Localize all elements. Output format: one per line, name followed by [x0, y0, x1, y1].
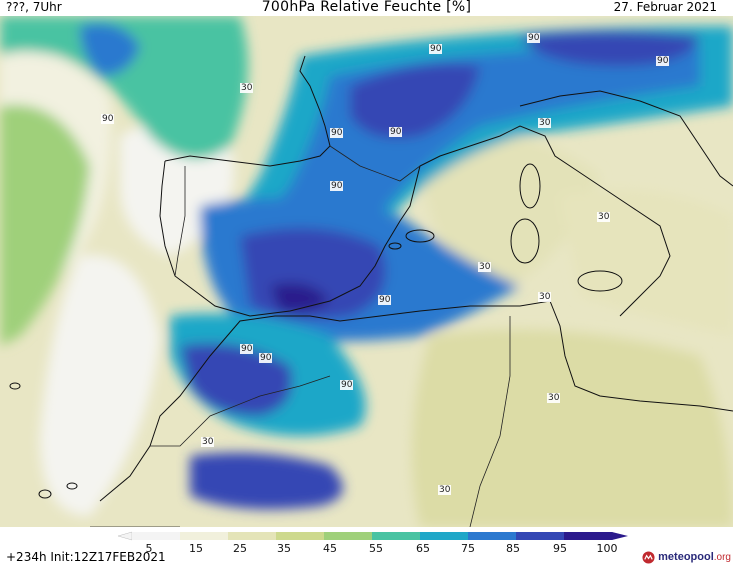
contour-label-30: 30 — [201, 437, 215, 447]
legend-swatch — [564, 532, 613, 540]
contour-label-30: 30 — [538, 292, 552, 302]
legend-swatch — [468, 532, 517, 540]
contour-label-90: 90 — [389, 127, 403, 137]
init-time-label: +234h Init:12Z17FEB2021 — [6, 550, 166, 564]
contour-label-30: 30 — [478, 262, 492, 272]
legend-swatch — [132, 532, 181, 540]
contour-label-90: 90 — [101, 114, 115, 124]
legend-swatch — [420, 532, 469, 540]
humidity-shading — [0, 16, 733, 527]
legend-tick-label: 75 — [461, 542, 475, 555]
footer-bar: 5 15 25 35 45 55 65 75 85 95 100 +234h I… — [0, 527, 733, 566]
legend-swatch — [324, 532, 373, 540]
humidity-map: 90 90 90 90 90 90 90 90 90 90 90 30 30 3… — [0, 16, 733, 527]
legend-swatch — [276, 532, 325, 540]
brand-logo-link[interactable]: meteopool.org — [642, 548, 731, 566]
legend-tick-label: 25 — [233, 542, 247, 555]
legend-swatch — [180, 532, 229, 540]
brand-name: meteopool.org — [658, 551, 731, 563]
coastlines — [99, 55, 733, 502]
legend-tick-label: 95 — [553, 542, 567, 555]
contour-label-90: 90 — [340, 380, 354, 390]
legend-tick-label: 5 — [145, 542, 153, 555]
contour-label-30: 30 — [438, 485, 452, 495]
legend-max-arrow — [612, 532, 628, 540]
contour-label-90: 90 — [330, 181, 344, 191]
contour-label-90: 90 — [259, 353, 273, 363]
legend-tick-label: 100 — [596, 542, 618, 555]
contour-label-90: 90 — [240, 344, 254, 354]
contour-label-30: 30 — [240, 83, 254, 93]
contour-label-90: 90 — [429, 44, 443, 54]
map-title: 700hPa Relative Feuchte [%] — [261, 0, 472, 15]
contour-label-90: 90 — [330, 128, 344, 138]
contour-label-30: 30 — [597, 212, 611, 222]
islands — [9, 163, 623, 499]
legend-swatch — [516, 532, 565, 540]
legend-swatch — [228, 532, 277, 540]
legend-tick-label: 45 — [323, 542, 337, 555]
meteopool-logo-icon — [642, 550, 655, 564]
header-bar: ???, 7Uhr 700hPa Relative Feuchte [%] 27… — [0, 0, 733, 16]
borders — [90, 145, 511, 527]
legend-swatches — [132, 532, 613, 540]
legend-swatch — [372, 532, 421, 540]
color-legend-bar — [117, 531, 628, 541]
legend-tick-label: 15 — [189, 542, 203, 555]
humidity-field — [0, 16, 733, 527]
legend-tick-label: 55 — [369, 542, 383, 555]
legend-tick-label: 65 — [416, 542, 430, 555]
valid-time-label: ???, 7Uhr — [6, 0, 62, 14]
legend-min-arrow — [117, 531, 133, 541]
contour-label-90: 90 — [656, 56, 670, 66]
contour-label-90: 90 — [527, 33, 541, 43]
color-legend: 5 15 25 35 45 55 65 75 85 95 100 — [117, 530, 638, 555]
date-label: 27. Februar 2021 — [613, 0, 717, 14]
contour-label-30: 30 — [547, 393, 561, 403]
contour-label-90: 90 — [378, 295, 392, 305]
legend-tick-label: 85 — [506, 542, 520, 555]
legend-tick-label: 35 — [277, 542, 291, 555]
contour-label-30: 30 — [538, 118, 552, 128]
